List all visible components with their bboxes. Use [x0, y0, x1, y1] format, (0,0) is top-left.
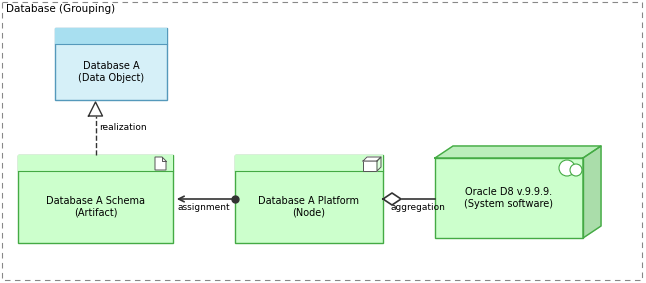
Polygon shape: [155, 157, 166, 170]
Polygon shape: [435, 146, 601, 158]
Circle shape: [559, 160, 575, 176]
Text: aggregation: aggregation: [391, 203, 446, 212]
Text: Database A Schema
(Artifact): Database A Schema (Artifact): [46, 196, 145, 218]
Bar: [435, 158, 583, 238]
Bar: [55, 28, 167, 44]
Text: assignment: assignment: [178, 203, 231, 212]
Text: Database (Grouping): Database (Grouping): [6, 4, 115, 14]
Bar: [363, 161, 377, 171]
Text: Database A Platform
(Node): Database A Platform (Node): [258, 196, 360, 218]
Bar: [18, 155, 173, 171]
Circle shape: [570, 164, 582, 176]
Bar: [18, 155, 173, 243]
Polygon shape: [377, 157, 381, 171]
Polygon shape: [583, 146, 601, 238]
Polygon shape: [383, 193, 401, 205]
Polygon shape: [89, 102, 103, 116]
Text: realization: realization: [99, 123, 147, 132]
Text: Database A
(Data Object): Database A (Data Object): [78, 61, 144, 83]
Bar: [235, 155, 383, 171]
Polygon shape: [363, 157, 381, 161]
Text: Oracle D8 v.9.9.9.
(System software): Oracle D8 v.9.9.9. (System software): [464, 187, 554, 209]
Bar: [235, 155, 383, 243]
Bar: [55, 28, 167, 100]
